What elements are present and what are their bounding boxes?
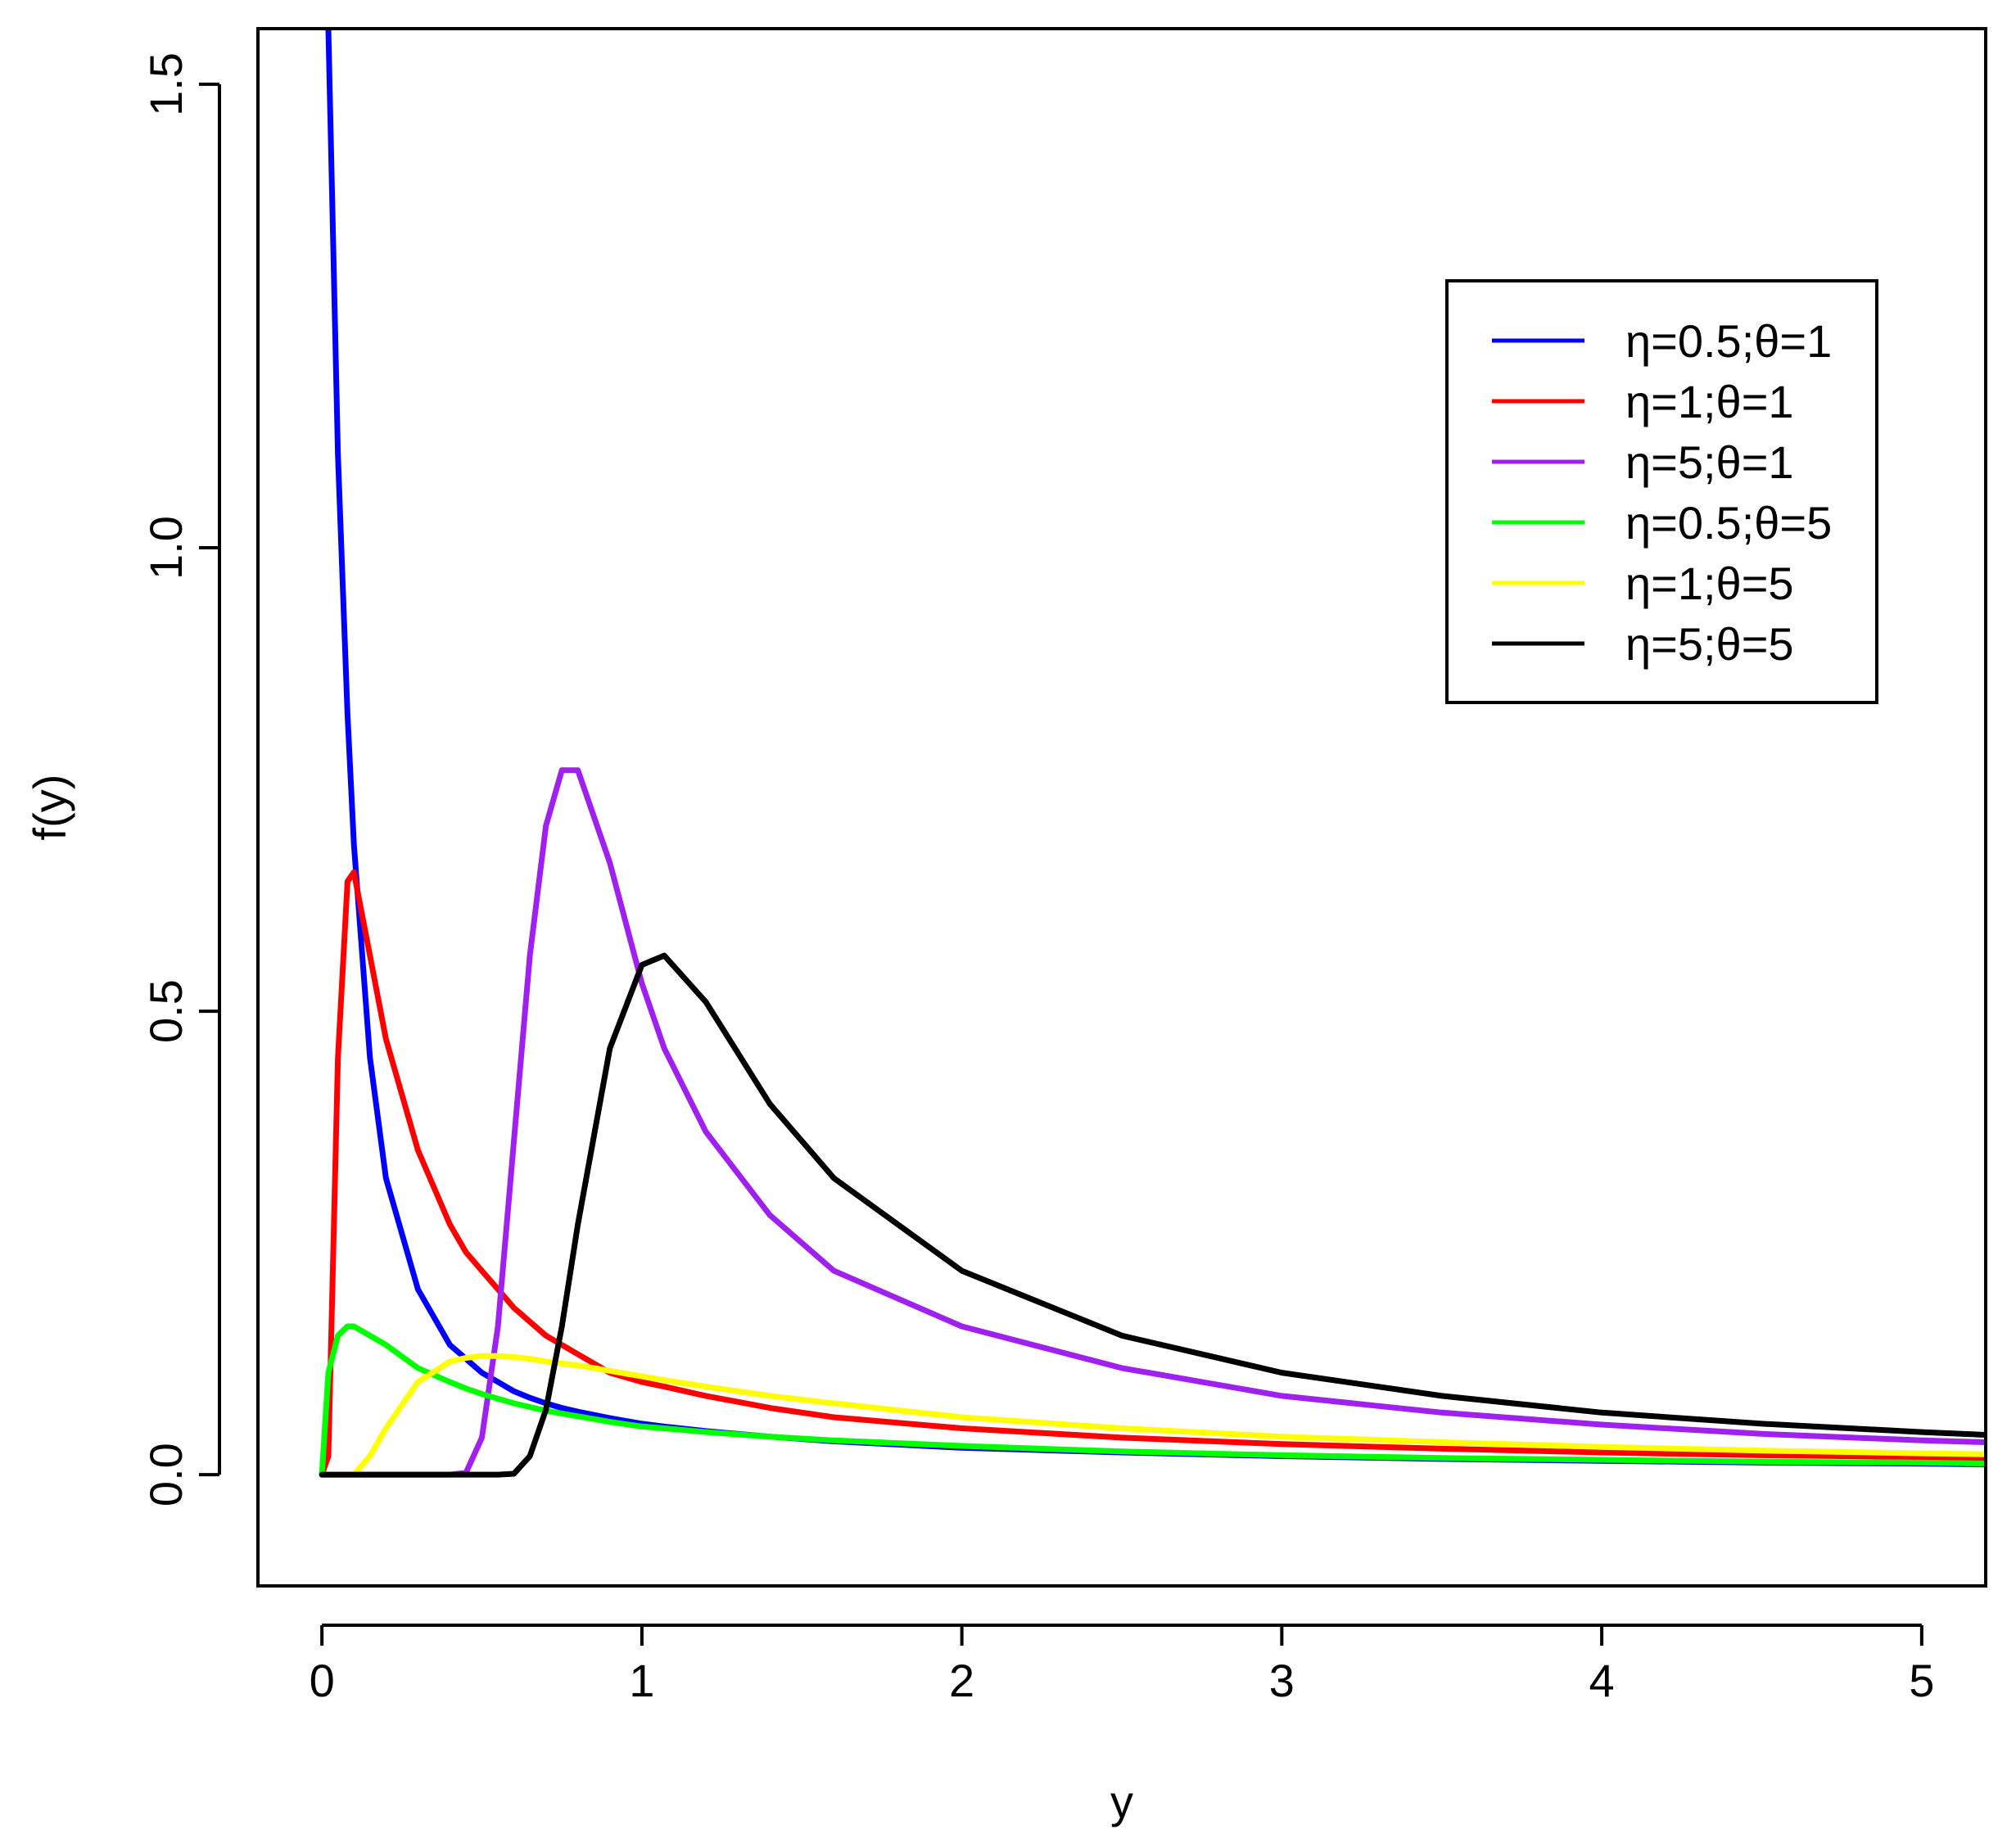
- y-axis-label: f(y): [24, 775, 75, 841]
- y-tick-label: 1.0: [140, 516, 192, 580]
- y-tick-label: 0.0: [140, 1443, 192, 1506]
- x-tick-label: 1: [629, 1655, 654, 1706]
- x-tick-label: 3: [1269, 1655, 1295, 1706]
- series-lines: [319, 29, 1986, 1478]
- legend-entry-label: η=5;θ=1: [1625, 436, 1794, 488]
- legend: η=0.5;θ=1 η=1;θ=1 η=5;θ=1 η=0.5;θ=5 η=1;θ=5 η…: [1445, 279, 1878, 704]
- plot-frame: [256, 27, 1987, 1588]
- series-line-2: [319, 869, 1986, 1478]
- x-tick-label: 0: [310, 1655, 335, 1706]
- legend-entry-label: η=0.5;θ=5: [1625, 497, 1832, 549]
- legend-entry-label: η=1;θ=5: [1625, 558, 1794, 609]
- legend-entry-label: η=0.5;θ=1: [1625, 315, 1832, 367]
- x-axis: 0 1 2 3 4 5: [310, 1624, 1934, 1706]
- legend-entry-label: η=5;θ=5: [1625, 618, 1794, 670]
- y-tick-label: 0.5: [140, 979, 192, 1043]
- series-line-5: [319, 1353, 1986, 1478]
- x-tick-label: 2: [949, 1655, 974, 1706]
- y-axis: 0.0 0.5 1.0 1.5: [140, 52, 221, 1506]
- x-axis-label: y: [1110, 1776, 1133, 1827]
- series-line-4: [319, 1323, 1986, 1478]
- series-line-6: [319, 952, 1986, 1478]
- x-tick-label: 4: [1589, 1655, 1615, 1706]
- legend-box: [1445, 279, 1878, 704]
- x-tick-label: 5: [1909, 1655, 1934, 1706]
- legend-entry-label: η=1;θ=1: [1625, 376, 1794, 427]
- y-tick-label: 1.5: [140, 52, 192, 116]
